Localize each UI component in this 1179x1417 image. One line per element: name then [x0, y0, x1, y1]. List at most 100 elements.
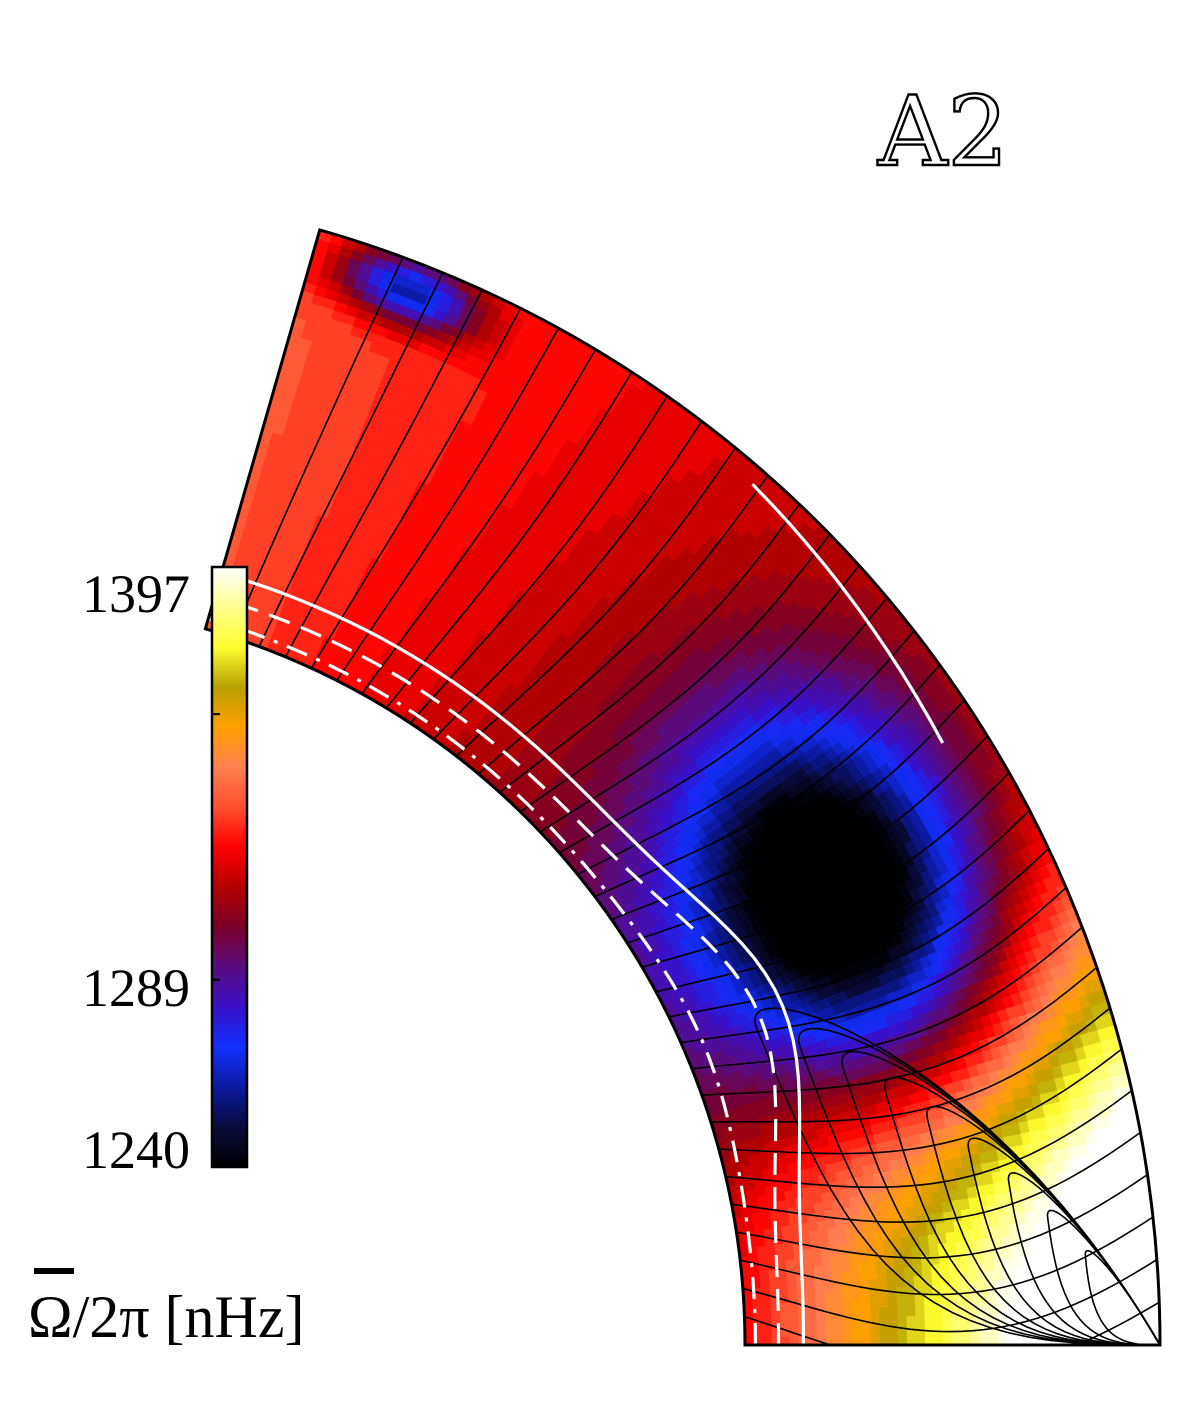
heatmap-cell: [756, 1245, 768, 1256]
heatmap-cell: [959, 1281, 970, 1294]
heatmap-cell: [943, 1334, 953, 1346]
heatmap-cell: [879, 1306, 890, 1317]
heatmap-cell: [1055, 1241, 1067, 1255]
heatmap-cell: [939, 1262, 951, 1275]
heatmap-cell: [966, 1260, 978, 1273]
heatmap-cell: [1086, 1309, 1098, 1322]
heatmap-cell: [785, 1258, 796, 1270]
heatmap-cell: [1040, 1288, 1052, 1301]
heatmap-cell: [997, 1213, 1009, 1227]
heatmap-cell: [997, 1333, 1008, 1346]
heatmap-cell: [1113, 1308, 1125, 1322]
heatmap-cell: [970, 1217, 983, 1230]
heatmap-cell: [812, 1264, 824, 1276]
heatmap-cell: [805, 1283, 816, 1294]
heatmap-cell: [783, 1241, 794, 1253]
heatmap-cell: [999, 1224, 1011, 1238]
heatmap-cell: [1104, 1308, 1116, 1322]
heatmap-cell: [825, 1326, 836, 1337]
heatmap-cell: [900, 1236, 912, 1248]
heatmap-cell: [1097, 1212, 1109, 1227]
heatmap-cell: [789, 1318, 800, 1329]
heatmap-cell: [1067, 1286, 1079, 1300]
heatmap-cell: [852, 1307, 863, 1318]
heatmap-cell: [777, 1276, 789, 1287]
heatmap-cell: [768, 1277, 780, 1288]
heatmap-cell: [806, 1309, 818, 1320]
heatmap-cell: [770, 1310, 782, 1321]
heatmap-cell: [759, 1269, 770, 1280]
heatmap-cell: [840, 1271, 852, 1282]
heatmap-cell: [808, 1229, 820, 1241]
heatmap-cell: [955, 1240, 967, 1253]
heatmap-cell: [1013, 1289, 1025, 1302]
heatmap-cell: [915, 1214, 928, 1227]
heatmap-cell: [894, 1266, 906, 1278]
heatmap-cell: [972, 1227, 984, 1241]
heatmap-cell: [807, 1318, 818, 1329]
heatmap-cell: [1064, 1240, 1076, 1254]
heatmap-cell: [995, 1279, 1006, 1292]
heatmap-cell: [812, 1255, 823, 1267]
heatmap-cell: [821, 1263, 833, 1275]
heatmap-cell: [1006, 1333, 1017, 1346]
heatmap-cell: [1076, 1286, 1088, 1299]
heatmap-cell: [956, 1250, 968, 1263]
heatmap-cell: [875, 1258, 887, 1270]
heatmap-cell: [979, 1333, 989, 1346]
heatmap-cell: [1049, 1276, 1060, 1289]
heatmap-cell: [867, 1268, 879, 1280]
heatmap-cell: [817, 1228, 829, 1240]
heatmap-cell: [861, 1325, 872, 1337]
heatmap-cell: [827, 1235, 839, 1247]
heatmap-cell: [1040, 1276, 1051, 1290]
heatmap-cell: [866, 1259, 878, 1271]
heatmap-cell: [788, 1310, 800, 1320]
heatmap-cell: [824, 1290, 835, 1301]
heatmap-cell: [1113, 1296, 1124, 1310]
heatmap-cell: [829, 1253, 841, 1265]
heatmap-cell: [905, 1295, 916, 1307]
heatmap-cell: [994, 1268, 1005, 1282]
heatmap-cell: [780, 1319, 791, 1329]
heatmap-cell: [1079, 1215, 1091, 1229]
heatmap-cell: [839, 1262, 851, 1273]
heatmap-cell: [1028, 1243, 1040, 1257]
heatmap-cell: [990, 1225, 1002, 1239]
heatmap-cell: [984, 1258, 996, 1272]
heatmap-cell: [806, 1291, 817, 1302]
heatmap-cell: [761, 1311, 773, 1321]
heatmap-cell: [933, 1314, 944, 1326]
heatmap-cell: [786, 1275, 798, 1286]
heatmap-cell: [851, 1298, 862, 1309]
heatmap-cell: [815, 1300, 826, 1311]
heatmap-cell: [1049, 1287, 1061, 1301]
heatmap-cell: [1026, 1221, 1038, 1235]
heatmap-cell: [893, 1256, 905, 1269]
heatmap-cell: [951, 1323, 962, 1336]
heatmap-cell: [973, 1238, 985, 1251]
heatmap-cell: [844, 1224, 856, 1236]
heatmap-cell: [960, 1323, 971, 1336]
heatmap-cell: [970, 1334, 980, 1346]
heatmap-cell: [860, 1297, 871, 1309]
heatmap-cell: [962, 1218, 974, 1231]
heatmap-cell: [834, 1326, 845, 1337]
heatmap-cell: [1110, 1247, 1122, 1262]
heatmap-cell: [835, 1225, 847, 1237]
heatmap-cell: [1034, 1220, 1047, 1234]
heatmap-cell: [848, 1261, 860, 1273]
heatmap-cell: [826, 1226, 838, 1238]
heatmap-cell: [1037, 1242, 1049, 1256]
heatmap-cell: [878, 1296, 889, 1308]
heatmap-cell: [869, 1297, 880, 1308]
heatmap-cell: [967, 1270, 978, 1283]
heatmap-cell: [886, 1276, 897, 1289]
heatmap-cell: [933, 1334, 944, 1346]
heatmap-cell: [1093, 1261, 1104, 1275]
heatmap-cell: [952, 1334, 962, 1346]
heatmap-cell: [1094, 1273, 1105, 1287]
heatmap-cell: [851, 1288, 862, 1300]
heatmap-cell: [761, 1303, 772, 1313]
